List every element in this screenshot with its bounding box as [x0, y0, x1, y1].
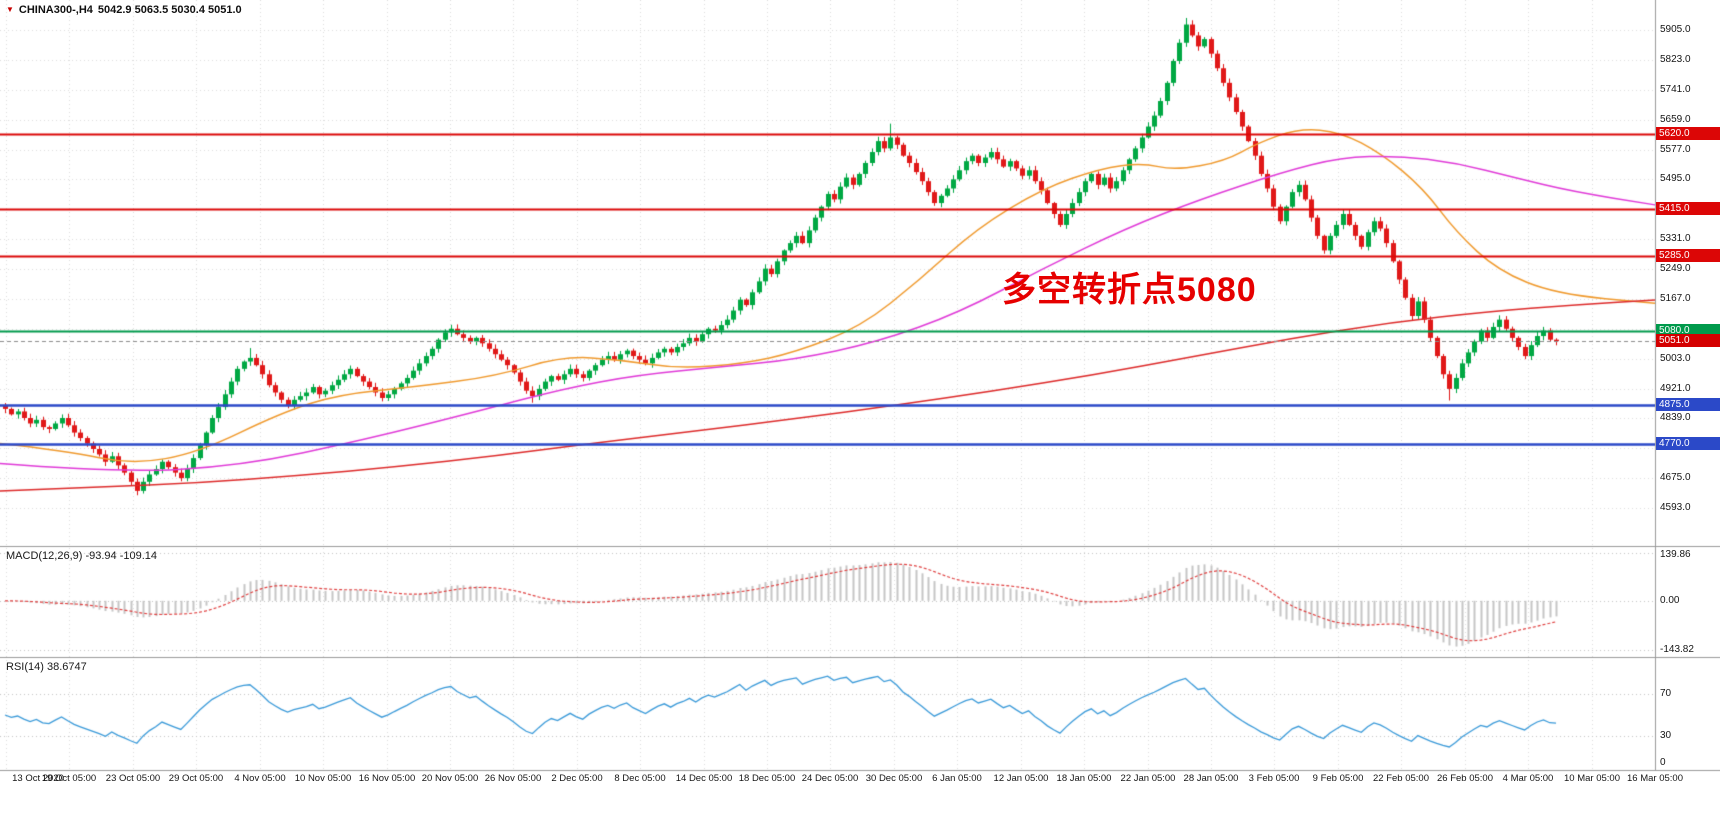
- price-axis-label: 4675.0: [1660, 472, 1691, 484]
- rsi-axis-label: 30: [1660, 730, 1672, 742]
- rsi-indicator-label: RSI(14) 38.6747: [6, 661, 87, 673]
- price-axis-label: 5331.0: [1660, 233, 1691, 245]
- price-axis-label: 5167.0: [1660, 292, 1691, 304]
- current-price-badge: 5051.0: [1656, 334, 1720, 348]
- time-axis-label: 8 Dec 05:00: [614, 773, 666, 784]
- time-axis-label: 24 Dec 05:00: [801, 773, 859, 784]
- level-price-badge: 4770.0: [1656, 436, 1720, 450]
- time-axis-label: 4 Nov 05:00: [234, 773, 286, 784]
- rsi-axis-label: 0: [1660, 757, 1666, 768]
- time-axis-label: 28 Jan 05:00: [1183, 773, 1239, 784]
- macd-axis-label: -143.82: [1660, 644, 1694, 655]
- price-axis-label: 5249.0: [1660, 263, 1691, 274]
- rsi-axis-label: 70: [1660, 687, 1672, 699]
- time-axis-label: 16 Mar 05:00: [1627, 773, 1683, 784]
- time-axis-label: 10 Nov 05:00: [294, 773, 352, 784]
- time-axis-label: 9 Feb 05:00: [1312, 773, 1364, 784]
- macd-indicator-label: MACD(12,26,9) -93.94 -109.14: [6, 550, 158, 562]
- level-price-badge: 5415.0: [1656, 201, 1720, 215]
- time-axis-label: 13 Oct 2020: [12, 773, 64, 784]
- time-axis-label: 12 Jan 05:00: [993, 773, 1049, 784]
- symbol-info-bar: ▼ CHINA300-,H4 5042.9 5063.5 5030.4 5051…: [6, 4, 242, 16]
- level-price-badge: 5620.0: [1656, 126, 1720, 140]
- macd-axis-label: 0.00: [1660, 594, 1680, 606]
- price-axis-label: 5905.0: [1660, 24, 1691, 35]
- level-price-badge: 4875.0: [1656, 398, 1720, 412]
- time-axis-label: 18 Dec 05:00: [738, 773, 796, 784]
- time-axis-label: 22 Feb 05:00: [1373, 773, 1429, 784]
- time-axis-label: 29 Oct 05:00: [168, 773, 224, 784]
- time-axis-label: 2 Dec 05:00: [551, 773, 603, 784]
- ohlc-values-label: 5042.9 5063.5 5030.4 5051.0: [97, 4, 242, 16]
- level-price-badge: 5285.0: [1656, 248, 1720, 262]
- time-axis-label: 3 Feb 05:00: [1248, 773, 1300, 784]
- time-axis-label: 16 Nov 05:00: [358, 773, 416, 784]
- time-axis-label: 20 Nov 05:00: [421, 773, 479, 784]
- level-price-badge: 5080.0: [1656, 323, 1720, 337]
- price-axis-label: 5003.0: [1660, 352, 1691, 364]
- time-axis-label: 4 Mar 05:00: [1502, 773, 1554, 784]
- time-axis-label: 19 Oct 05:00: [41, 773, 97, 784]
- price-axis-label: 4921.0: [1660, 382, 1691, 394]
- time-axis-label: 26 Nov 05:00: [484, 773, 542, 784]
- macd-axis-label: 139.86: [1660, 549, 1691, 560]
- time-axis-label: 18 Jan 05:00: [1056, 773, 1112, 784]
- time-axis-label: 6 Jan 05:00: [932, 773, 982, 784]
- price-axis-label: 4593.0: [1660, 502, 1691, 513]
- price-axis-label: 5495.0: [1660, 173, 1691, 185]
- time-axis-label: 10 Mar 05:00: [1564, 773, 1620, 784]
- chart-annotation: 多空转折点5080: [1002, 271, 1257, 309]
- price-axis-label: 5823.0: [1660, 53, 1691, 65]
- time-axis-label: 30 Dec 05:00: [865, 773, 923, 784]
- symbol-timeframe-label: CHINA300-,H4: [18, 4, 93, 16]
- symbol-marker-icon: ▼: [6, 5, 14, 14]
- time-axis-label: 23 Oct 05:00: [105, 773, 161, 784]
- time-axis-label: 14 Dec 05:00: [675, 773, 733, 784]
- price-axis-label: 5659.0: [1660, 113, 1691, 125]
- price-axis-label: 4839.0: [1660, 412, 1691, 424]
- time-axis-label: 26 Feb 05:00: [1437, 773, 1493, 784]
- price-axis-label: 5741.0: [1660, 83, 1691, 95]
- price-axis-label: 5577.0: [1660, 143, 1691, 155]
- time-axis-label: 22 Jan 05:00: [1120, 773, 1176, 784]
- time-axis: 13 Oct 2020 19 Oct 05:00 23 Oct 05:00 29 Oc…: [0, 771, 1720, 789]
